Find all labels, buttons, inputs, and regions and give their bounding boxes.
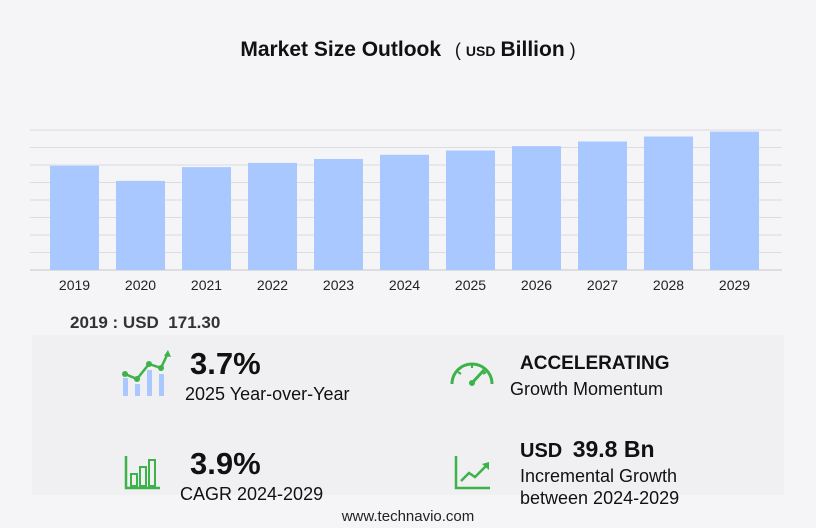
incremental-label-2: between 2024-2029	[520, 488, 680, 508]
x-tick-label-2024: 2024	[389, 277, 420, 293]
bar-2023	[314, 158, 363, 270]
chart-unit: ( USD Billion )	[454, 38, 576, 61]
x-tick-label-2019: 2019	[59, 277, 90, 293]
footer-url[interactable]: www.technavio.com	[341, 508, 475, 525]
bar-2022	[248, 162, 297, 270]
bar-2027	[578, 141, 627, 270]
momentum-label: Growth Momentum	[510, 379, 664, 399]
bar-2019	[50, 165, 99, 270]
x-tick-label-2025: 2025	[455, 277, 486, 293]
x-tick-label-2029: 2029	[719, 277, 750, 293]
x-tick-label-2021: 2021	[191, 277, 222, 293]
incremental-value: USD 39.8 Bn	[520, 436, 655, 463]
bar-2024	[380, 154, 429, 270]
growth-chart-icon	[122, 350, 171, 396]
x-tick-label-2026: 2026	[521, 277, 552, 293]
x-tick-label-2023: 2023	[323, 277, 354, 293]
bar-2021	[182, 167, 231, 270]
speedometer-icon	[450, 362, 494, 386]
yoy-label: 2025 Year-over-Year	[185, 384, 350, 404]
cagr-label: CAGR 2024-2029	[180, 484, 324, 504]
momentum-value: ACCELERATING	[520, 353, 670, 374]
bar-chart: 2019 2020 2021 2022 2023 2024 2025 2026 2027 2028…	[30, 129, 782, 293]
yoy-value: 3.7%	[190, 346, 261, 381]
x-tick-label-2027: 2027	[587, 277, 618, 293]
base-year-label: 2019 : USD	[70, 313, 159, 332]
base-year-number: 171.30	[168, 313, 221, 332]
incremental-currency: USD	[520, 440, 563, 462]
stats-panel	[32, 335, 784, 495]
unit-open: (	[454, 40, 461, 60]
trend-line-icon	[454, 456, 490, 490]
chart-title: Market Size Outlook ( USD Billion )	[0, 38, 816, 62]
bar-2025	[446, 150, 495, 270]
incremental-amount: 39.8 Bn	[572, 436, 655, 462]
unit-scale: Billion	[500, 38, 565, 61]
unit-currency: USD	[465, 43, 496, 59]
bar-2020	[116, 180, 165, 270]
bar-growth-icon	[124, 456, 160, 490]
incremental-label-1: Incremental Growth	[520, 466, 678, 486]
chart-title-text: Market Size Outlook	[240, 38, 442, 61]
x-tick-label-2020: 2020	[125, 277, 156, 293]
cagr-value: 3.9%	[190, 446, 261, 481]
bar-2026	[512, 146, 561, 270]
x-tick-label-2028: 2028	[653, 277, 684, 293]
base-year-value: 2019 : USD 171.30	[70, 313, 220, 333]
unit-close: )	[569, 40, 576, 60]
bar-2029	[710, 131, 759, 270]
bar-2028	[644, 136, 693, 270]
x-tick-label-2022: 2022	[257, 277, 288, 293]
